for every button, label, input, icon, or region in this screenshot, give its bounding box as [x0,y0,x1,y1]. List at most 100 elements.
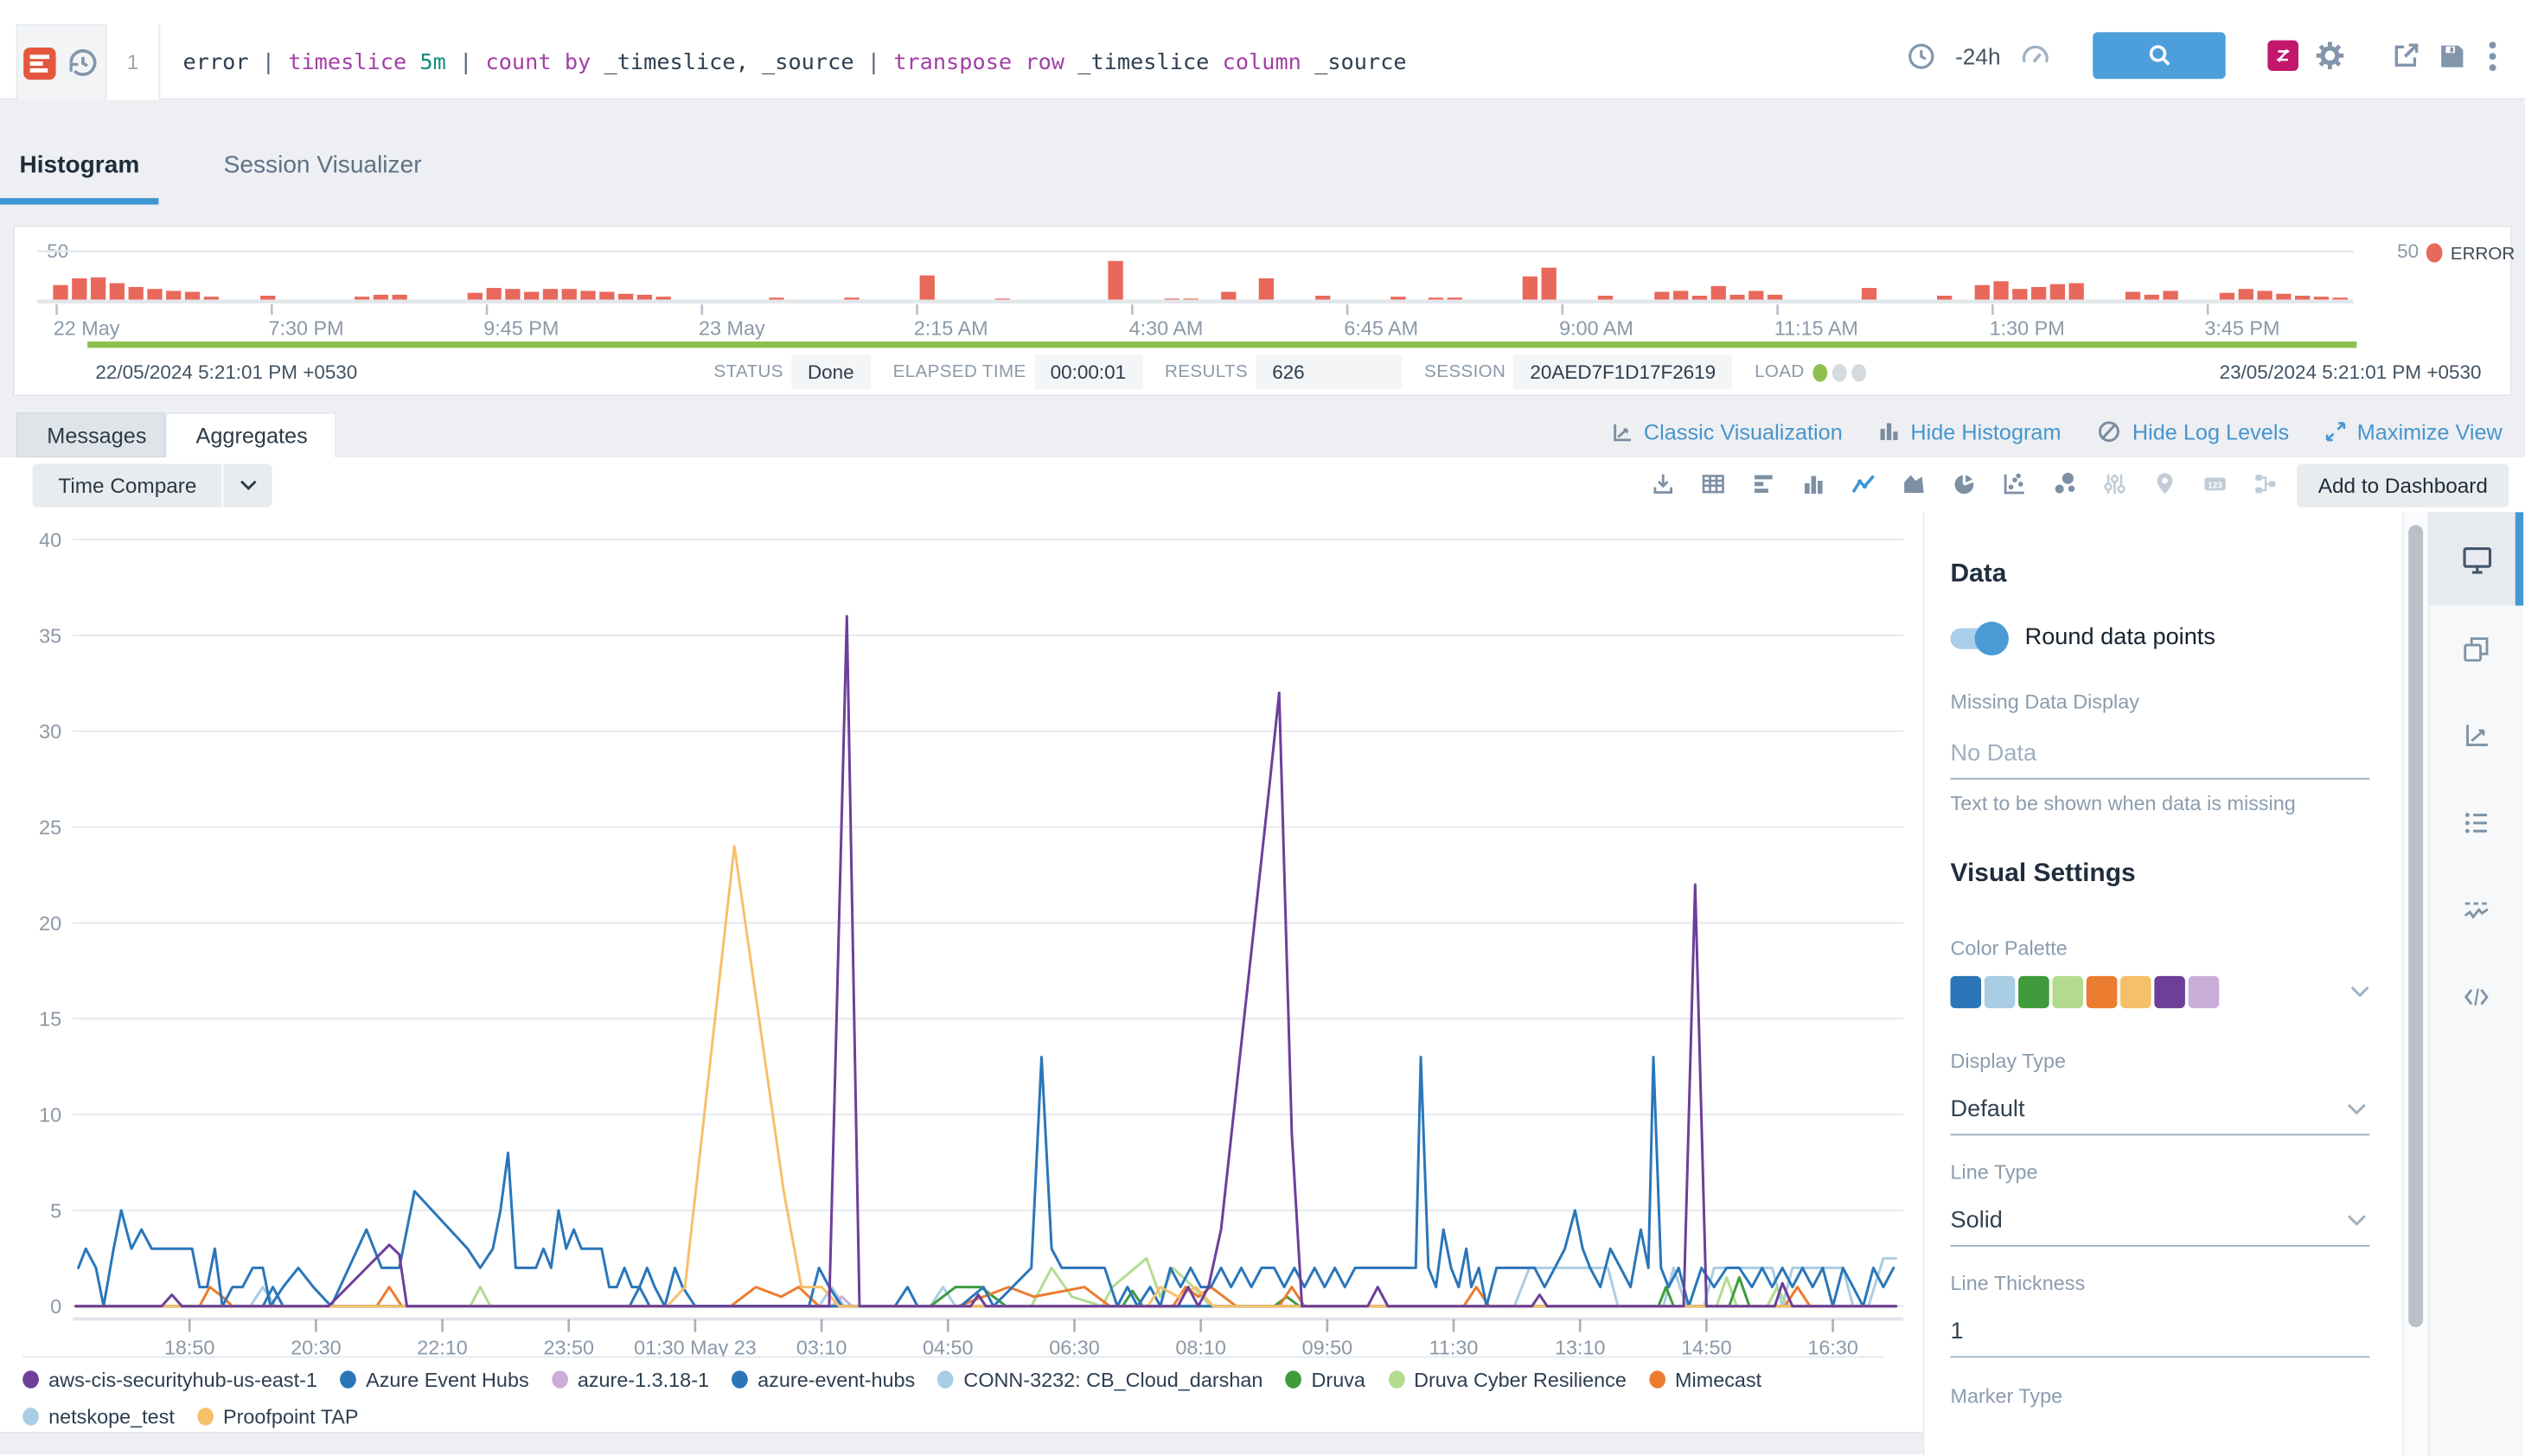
aggregates-line-chart[interactable]: 0 5 10 15 20 25 30 35 40 18:50 20:30 22:10 23:50 01:3… [0,512,1923,1357]
map-pin-icon[interactable] [2151,470,2179,498]
legend-list-icon [2464,813,2488,833]
color-palette-control[interactable] [1950,975,2370,1009]
line-chart-icon[interactable] [1850,470,1877,498]
palette-swatch[interactable] [1984,975,2016,1009]
load-label: LOAD [1755,362,1805,382]
bar-chart-horizontal-icon[interactable] [1749,470,1777,498]
classic-visualization-link[interactable]: Classic Visualization [1610,418,1843,444]
histogram-chart[interactable]: 22 May 7:30 PM 9:45 PM 23 May 2:15 AM 4:30 AM… [28,237,2391,343]
svg-text:40: 40 [39,528,61,551]
maximize-view-link[interactable]: Maximize View [2324,418,2503,444]
settings-scrollbar [2401,512,2428,1456]
svg-text:22:10: 22:10 [417,1337,468,1357]
legend-item[interactable]: Azure Event Hubs [340,1364,529,1395]
query-token [552,49,565,75]
svg-text:04:50: 04:50 [923,1337,974,1357]
column-chart-icon[interactable] [1799,470,1827,498]
palette-swatch[interactable] [2086,975,2118,1009]
time-range-value[interactable]: -24h [1955,42,2001,69]
live-tail-icon[interactable] [2267,40,2298,71]
time-compare-dropdown[interactable] [224,463,273,508]
display-type-chevron-icon [2347,1103,2366,1115]
tab-messages-label: Messages [47,422,147,447]
table-icon[interactable] [1699,470,1727,498]
tab-histogram[interactable]: Histogram [0,138,159,205]
svg-text:11:30: 11:30 [1429,1337,1479,1357]
legend-item[interactable]: netskope_test [22,1402,175,1432]
clock-icon[interactable] [1907,42,1936,71]
line-type-select[interactable]: Solid [1950,1208,2370,1247]
hide-log-levels-link[interactable]: Hide Log Levels [2097,418,2289,444]
missing-data-input[interactable]: No Data [1950,740,2370,780]
search-history-icon[interactable] [65,45,100,80]
palette-swatch[interactable] [1950,975,1982,1009]
single-value-icon[interactable]: 123 [2202,470,2229,498]
palette-swatch[interactable] [2188,975,2220,1009]
gauge-icon[interactable] [2020,41,2051,71]
flow-diagram-icon[interactable] [2252,470,2279,498]
query-token: 5m [419,48,446,75]
strip-legend-settings[interactable] [2430,780,2524,867]
round-data-points-row: Round data points [1950,621,2370,655]
elapsed-label: ELAPSED TIME [892,362,1026,382]
pie-chart-icon[interactable] [1951,470,1978,498]
series-Mimecast[interactable] [74,1286,1898,1308]
line-thickness-input[interactable]: 1 [1950,1319,2370,1358]
legend-item[interactable]: azure-1.3.18-1 [551,1364,709,1395]
missing-data-value: No Data [1950,740,2037,767]
display-type-select[interactable]: Default [1950,1097,2370,1136]
legend-item[interactable]: Druva [1285,1364,1365,1395]
time-compare-button[interactable]: Time Compare [32,463,223,508]
legend-item[interactable]: Proofpoint TAP [197,1402,359,1432]
series-aws-cis-securityhub-us-east-1[interactable] [74,615,1898,1308]
strip-axes[interactable] [2430,693,2524,780]
elapsed-stat: ELAPSED TIME 00:00:01 [893,354,1142,390]
more-options-kebab-icon[interactable] [2483,40,2502,72]
scrollbar-thumb[interactable] [2408,525,2424,1327]
series-Druva[interactable] [74,1275,1898,1308]
legend-item[interactable]: CONN-3232: CB_Cloud_darshan [937,1364,1262,1395]
svg-text:10: 10 [39,1104,61,1127]
strip-display-settings[interactable] [2429,512,2524,606]
add-to-dashboard-button[interactable]: Add to Dashboard [2297,463,2509,508]
area-chart-icon[interactable] [1900,470,1927,498]
export-icon[interactable] [1649,470,1677,498]
bubble-chart-icon[interactable] [2051,470,2079,498]
palette-swatch[interactable] [2018,975,2049,1009]
svg-text:6:45 AM: 6:45 AM [1344,317,1418,340]
legend-item[interactable]: Mimecast [1649,1364,1761,1395]
svg-text:20:30: 20:30 [291,1337,342,1357]
scatter-plot-icon[interactable] [2001,470,2029,498]
view-link-label: Hide Histogram [1910,419,2062,444]
strip-panels[interactable] [2430,605,2524,693]
query-end-time: 23/05/2024 5:21:01 PM +0530 [2219,361,2482,384]
tab-histogram-label: Histogram [19,151,140,179]
hide-histogram-link[interactable]: Hide Histogram [1878,418,2062,444]
palette-swatch[interactable] [2154,975,2185,1009]
query-input[interactable]: error | timeslice 5m | count by _timesli… [160,24,1907,100]
round-data-points-toggle[interactable] [1950,621,2009,655]
legend-dot [197,1408,214,1426]
tab-messages[interactable]: Messages [16,412,165,458]
data-heading: Data [1950,560,2007,588]
share-icon[interactable] [2391,41,2422,71]
settings-gear-icon[interactable] [2315,41,2346,71]
query-bar-actions: -24h [1907,13,2525,99]
run-search-button[interactable] [2093,32,2226,80]
legend-dot [1649,1370,1665,1389]
palette-swatch[interactable] [2052,975,2083,1009]
tab-session-visualizer[interactable]: Session Visualizer [204,138,441,204]
series-Proofpoint TAP[interactable] [74,845,1898,1308]
query-token: by [564,48,591,75]
strip-code[interactable] [2430,954,2524,1041]
palette-swatch[interactable] [2120,975,2151,1009]
strip-thresholds[interactable] [2430,866,2524,954]
line-thickness-label: Line Thickness [1950,1272,2086,1295]
settings-sliders-icon[interactable] [2101,470,2129,498]
legend-item[interactable]: aws-cis-securityhub-us-east-1 [22,1364,317,1395]
save-icon[interactable] [2438,42,2467,71]
legend-item[interactable]: Druva Cyber Resilience [1388,1364,1627,1395]
series-Azure Event Hubs[interactable] [77,1056,1895,1308]
legend-item[interactable]: azure-event-hubs [732,1364,915,1395]
tab-aggregates[interactable]: Aggregates [164,412,337,458]
